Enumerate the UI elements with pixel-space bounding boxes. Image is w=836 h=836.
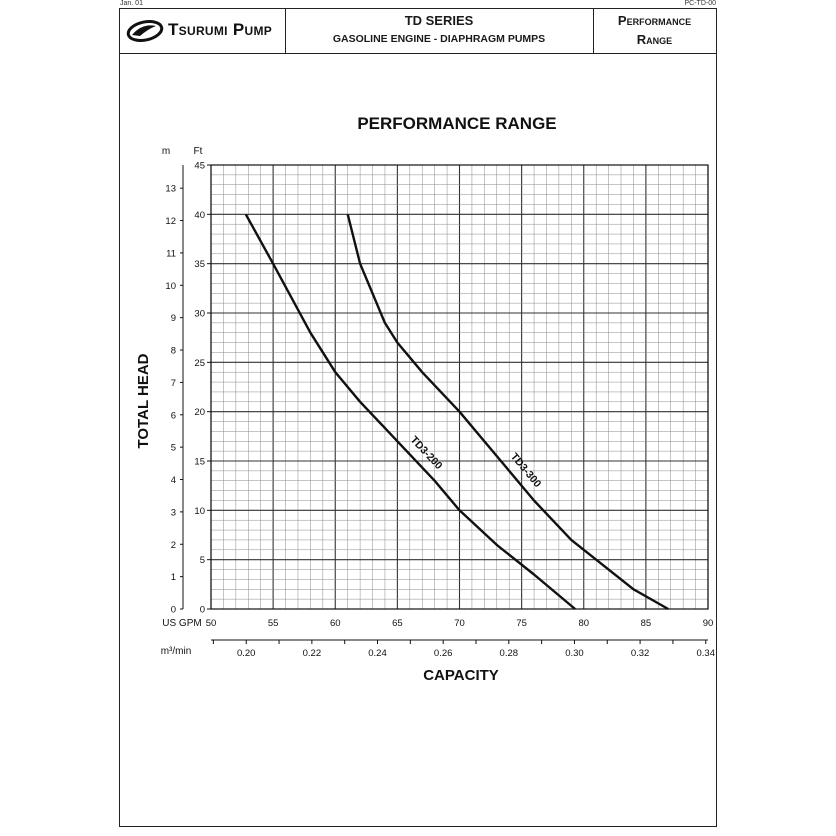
x-tick-label-gpm: 65 [392, 618, 403, 629]
datasheet-frame: Tsurumi Pump TD SERIES GASOLINE ENGINE -… [119, 8, 717, 827]
y-tick-label-ft: 45 [194, 161, 205, 172]
y-axis-label: TOTAL HEAD [135, 353, 152, 448]
y-tick-label-m: 5 [171, 443, 176, 454]
y-tick-label-ft: 30 [194, 309, 205, 320]
y-tick-label-m: 3 [171, 507, 176, 518]
series-subtitle: GASOLINE ENGINE - DIAPHRAGM PUMPS [332, 33, 546, 45]
x-tick-label-m3min: 0.22 [303, 648, 322, 659]
x-tick-label-m3min: 0.24 [368, 648, 387, 659]
y-tick-label-m: 8 [171, 346, 176, 357]
x-tick-label-gpm: 85 [641, 618, 652, 629]
x-tick-label-gpm: 70 [454, 618, 465, 629]
y-tick-label-m: 12 [165, 216, 176, 227]
y-tick-label-m: 13 [165, 184, 176, 195]
series-cell: TD SERIES GASOLINE ENGINE - DIAPHRAGM PU… [285, 9, 594, 53]
y-tick-label-m: 11 [166, 248, 176, 259]
series-title: TD SERIES [404, 13, 474, 28]
x-tick-label-m3min: 0.30 [565, 648, 584, 659]
y-tick-label-ft: 5 [200, 555, 205, 566]
document-code: PC-TD-00 [684, 0, 716, 7]
y-tick-label-m: 1 [171, 572, 176, 583]
series-label-td3-200: TD3-200 [408, 434, 445, 472]
x-tick-label-m3min: 0.34 [696, 648, 715, 659]
y-tick-label-ft: 35 [194, 259, 205, 270]
grid [210, 164, 709, 610]
y-tick-label-m: 6 [171, 410, 176, 421]
x-tick-label-gpm: 55 [268, 618, 279, 629]
y-tick-label-m: 4 [171, 475, 176, 486]
series-line-td3-200 [244, 213, 576, 610]
x-tick-label-gpm: 60 [330, 618, 341, 629]
x-tick-label-gpm: 75 [516, 618, 527, 629]
x-tick-label-m3min: 0.28 [500, 648, 519, 659]
x-tick-label-m3min: 0.32 [631, 648, 650, 659]
x-tick-label-gpm: 90 [703, 618, 714, 629]
brand-name: Tsurumi Pump [168, 20, 273, 39]
range-label-line1: Performance [617, 13, 692, 28]
series-line-td3-300 [346, 214, 669, 611]
y-tick-label-m: 2 [171, 540, 176, 551]
y-tick-label-ft: 10 [194, 506, 205, 517]
tsurumi-logo-icon [126, 20, 164, 42]
chart-title: PERFORMANCE RANGE [357, 114, 556, 133]
y-unit-right: Ft [194, 146, 203, 157]
y-tick-label-ft: 15 [194, 457, 205, 468]
x-axis-label: CAPACITY [423, 667, 499, 684]
y-tick-label-ft: 20 [194, 407, 205, 418]
header-bar: Tsurumi Pump TD SERIES GASOLINE ENGINE -… [120, 9, 716, 54]
y-tick-label-m: 7 [171, 378, 176, 389]
y-tick-label-m: 10 [165, 281, 176, 292]
y-tick-label-ft: 25 [194, 358, 205, 369]
x-unit-primary: US GPM [162, 618, 201, 629]
x-tick-label-gpm: 80 [578, 618, 589, 629]
x-tick-label-gpm: 50 [206, 618, 217, 629]
x-tick-label-m3min: 0.20 [237, 648, 256, 659]
performance-range-cell: Performance Range [593, 9, 716, 53]
document-date: Jan. 01 [120, 0, 143, 7]
y-tick-label-ft: 0 [200, 605, 205, 616]
y-tick-label-m: 0 [171, 605, 176, 616]
range-label-line2: Range [636, 32, 673, 47]
y-tick-label-ft: 40 [194, 210, 205, 221]
series-label-td3-300: TD3-300 [508, 451, 544, 490]
y-unit-left: m [162, 146, 170, 157]
x-unit-secondary: m³/min [161, 646, 192, 657]
x-tick-label-m3min: 0.26 [434, 648, 453, 659]
plot-border [210, 164, 709, 610]
brand-cell: Tsurumi Pump [120, 9, 286, 53]
y-tick-label-m: 9 [171, 313, 176, 324]
